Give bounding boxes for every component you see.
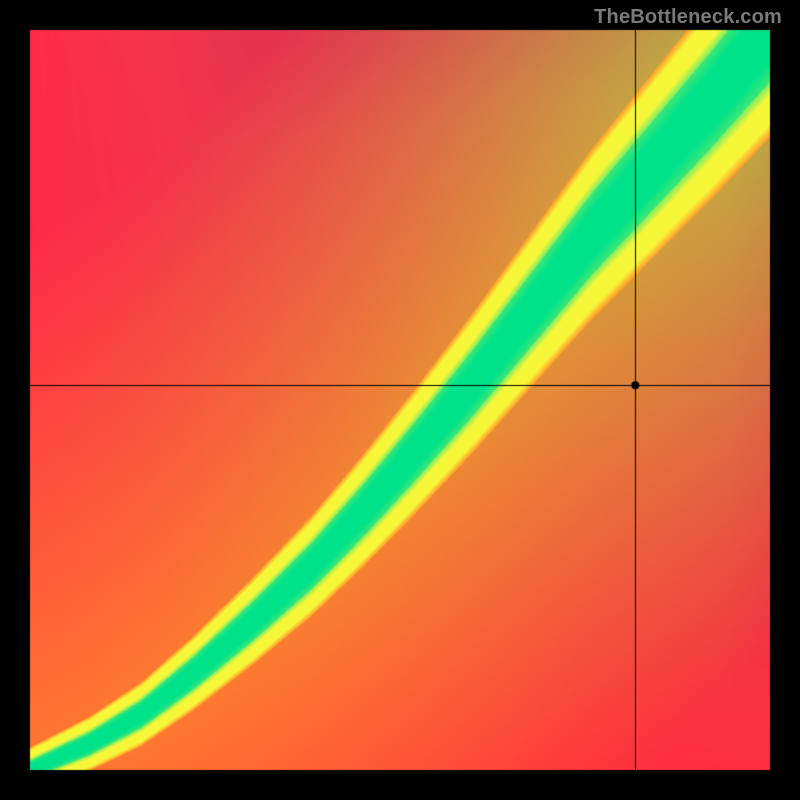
chart-container: TheBottleneck.com [0, 0, 800, 800]
heatmap-canvas [0, 0, 800, 800]
watermark-text: TheBottleneck.com [594, 6, 782, 29]
